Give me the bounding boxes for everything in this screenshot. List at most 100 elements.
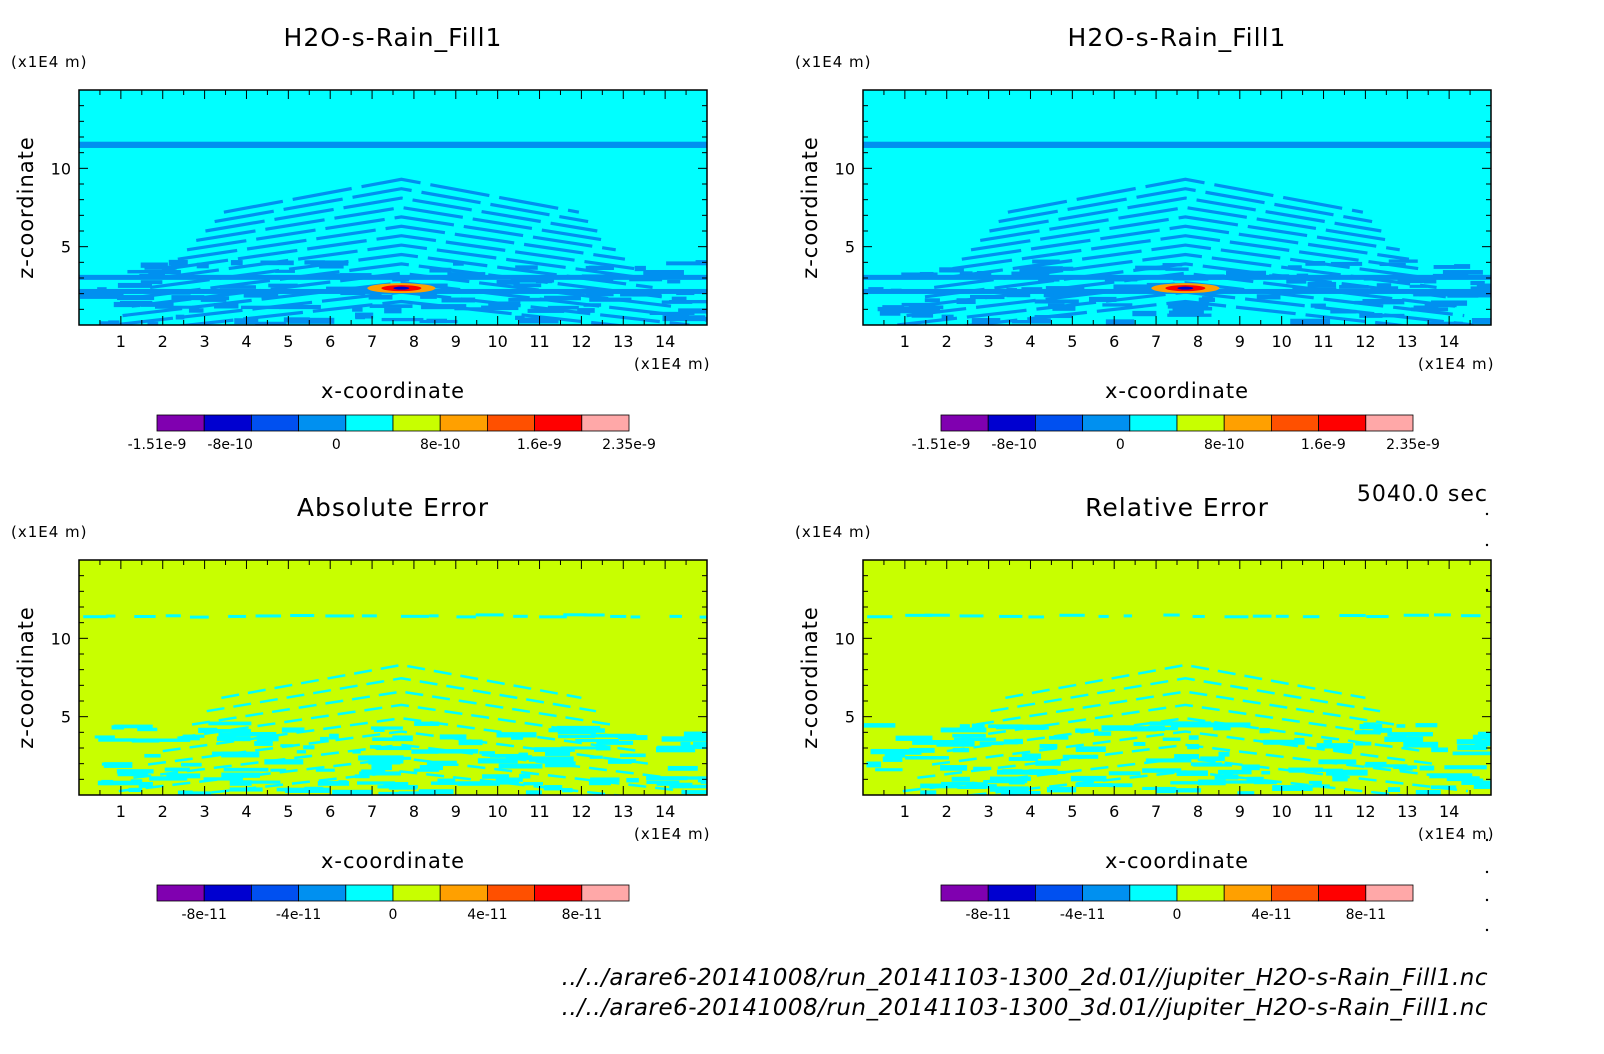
colorbar-swatch: [1129, 414, 1178, 432]
heatmap-blob: [889, 749, 922, 755]
heatmap-blob: [706, 276, 707, 281]
heatmap-blob: [1396, 724, 1406, 728]
heatmap-blob: [956, 298, 976, 305]
heatmap-blob: [457, 781, 500, 786]
heatmap-blob: [1021, 753, 1042, 759]
heatmap-blob: [496, 280, 520, 285]
colorbar-label: -1.51e-9: [912, 437, 971, 453]
heatmap-blob: [655, 746, 696, 753]
heatmap-blob: [1366, 615, 1389, 619]
heatmap-blob: [1224, 615, 1249, 619]
y-tick-label: 10: [835, 159, 855, 178]
x-tick-label: 2: [158, 802, 168, 821]
heatmap-blob: [544, 761, 576, 768]
heatmap-blob: [116, 769, 154, 774]
colorbar-swatch: [203, 884, 252, 902]
heatmap-blob: [441, 297, 476, 303]
colorbar-swatch: [1318, 414, 1367, 432]
y-unit-label: (x1E4 m): [11, 53, 88, 71]
heatmap-band: [906, 281, 1465, 318]
heatmap-band: [1005, 663, 1366, 700]
heatmap-blob: [255, 321, 287, 325]
heatmap-blob: [134, 615, 156, 619]
heatmap-blob: [368, 294, 393, 300]
heatmap-blob: [704, 316, 707, 322]
x-tick-label: 9: [451, 332, 461, 351]
heatmap-blob: [589, 297, 632, 302]
heatmap-blob: [1415, 723, 1438, 728]
heatmap-blob: [1223, 771, 1233, 776]
heatmap-field: [863, 90, 1491, 325]
heatmap-blob: [1471, 318, 1491, 324]
y-axis-label: z-coordinate: [798, 136, 822, 279]
heatmap-blob: [1323, 739, 1333, 744]
heatmap-blob: [1011, 271, 1050, 277]
heatmap-blob: [103, 762, 133, 768]
heatmap-blob: [1135, 284, 1157, 289]
heatmap-blob: [1010, 791, 1041, 795]
heatmap-blob: [177, 790, 193, 795]
heatmap-blob: [669, 614, 683, 618]
colorbar-swatch: [250, 414, 299, 432]
x-tick-label: 8: [409, 802, 419, 821]
heatmap-blob: [971, 723, 985, 730]
colorbar-swatch: [439, 884, 488, 902]
heatmap-blob: [1089, 296, 1117, 302]
heatmap-blob: [456, 615, 476, 619]
heatmap-blob: [354, 774, 370, 779]
x-tick-label: 12: [1355, 802, 1375, 821]
heatmap-blob: [361, 769, 386, 774]
heatmap-blob: [275, 269, 295, 273]
x-tick-label: 6: [325, 332, 335, 351]
heatmap-blob: [1048, 735, 1069, 740]
heatmap-blob: [372, 737, 406, 742]
x-tick-label: 1: [116, 802, 126, 821]
heatmap-blob: [1457, 744, 1488, 751]
heatmap-blob: [1197, 779, 1226, 786]
heatmap-blob: [113, 301, 140, 308]
heatmap-blob: [1108, 771, 1141, 776]
colorbar-label: 0: [389, 907, 398, 923]
x-tick-label: 6: [1109, 332, 1119, 351]
colorbar-label: 2.35e-9: [602, 437, 656, 453]
heatmap-blob: [634, 265, 646, 272]
heatmap-blob: [392, 735, 413, 742]
heatmap-blob: [426, 318, 448, 324]
colorbar-label: 0: [1116, 437, 1125, 453]
x-tick-label: 9: [451, 802, 461, 821]
heatmap-blob: [1253, 780, 1277, 785]
heatmap-blob: [678, 308, 707, 314]
heatmap-blob: [310, 260, 349, 266]
heatmap-blob: [1377, 286, 1399, 291]
colorbar-swatch: [1223, 414, 1272, 432]
heatmap-blob: [166, 773, 201, 779]
heatmap-band: [168, 234, 635, 271]
heatmap-blob: [1332, 747, 1353, 752]
heatmap-blob: [131, 738, 160, 743]
heatmap-blob: [352, 750, 361, 754]
heatmap-blob: [484, 780, 520, 785]
heatmap-band: [205, 196, 598, 233]
heatmap-blob: [662, 315, 706, 322]
heatmap-blob: [1398, 767, 1413, 771]
heatmap-blob: [437, 778, 456, 782]
heatmap-field: [79, 560, 707, 795]
heatmap-blob: [219, 285, 256, 289]
x-tick-label: 7: [367, 332, 377, 351]
heatmap-blob: [1470, 280, 1485, 286]
heatmap-blob: [882, 305, 905, 310]
heatmap-blob: [924, 613, 950, 617]
heatmap-blob: [681, 790, 707, 795]
colorbar-swatch: [1035, 414, 1084, 432]
heatmap-blob: [1294, 737, 1305, 742]
heatmap-blob: [1305, 261, 1326, 266]
heatmap-blob: [329, 733, 339, 740]
colorbar-label: 1.6e-9: [517, 437, 562, 453]
heatmap-blob: [228, 614, 247, 618]
heatmap-blob: [1026, 724, 1045, 730]
y-tick-label: 10: [835, 629, 855, 648]
footer-file-2d: ../../arare6-20141008/run_20141103-1300_…: [561, 965, 1488, 991]
heatmap-blob: [352, 307, 363, 312]
heatmap-blob: [447, 272, 486, 277]
heatmap-blob: [1023, 266, 1063, 272]
